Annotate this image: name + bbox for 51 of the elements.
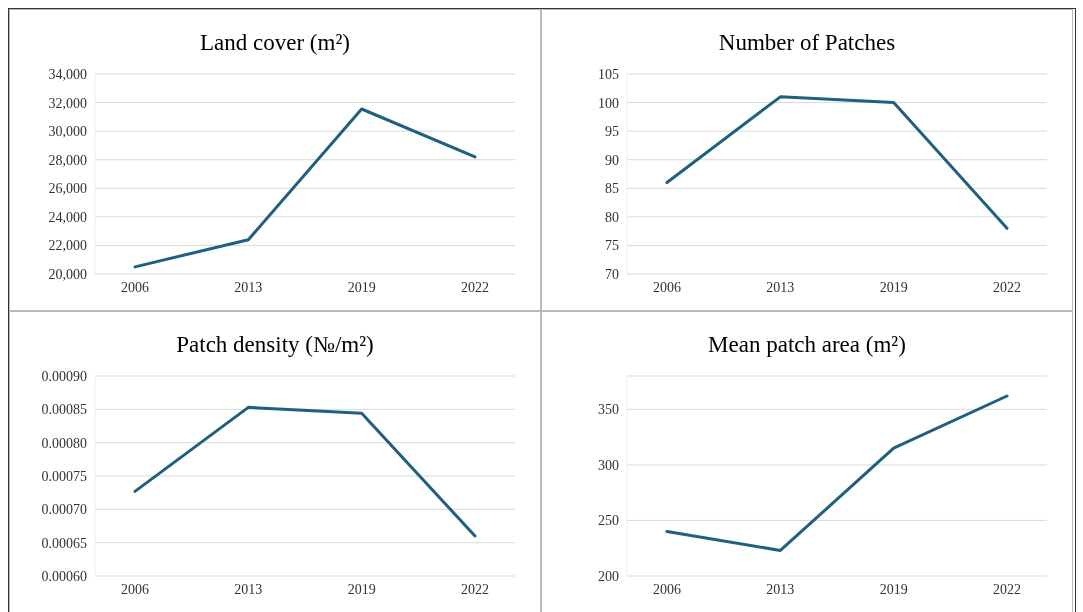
x-tick-label: 2013 bbox=[766, 279, 795, 295]
y-tick-label: 26,000 bbox=[48, 181, 87, 197]
y-tick-label: 200 bbox=[598, 568, 619, 584]
y-tick-label: 80 bbox=[605, 209, 619, 225]
line-series bbox=[665, 394, 1009, 552]
y-tick-label: 32,000 bbox=[48, 95, 87, 111]
y-tick-label: 0.00090 bbox=[41, 368, 87, 384]
x-tick-label: 2006 bbox=[653, 279, 681, 295]
y-tick-label: 85 bbox=[605, 181, 619, 197]
x-tick-label: 2019 bbox=[879, 279, 908, 295]
x-tick-label: 2019 bbox=[347, 279, 376, 295]
y-tick-label: 90 bbox=[605, 152, 619, 168]
y-tick-label: 300 bbox=[598, 457, 619, 473]
y-tick-label: 34,000 bbox=[48, 66, 87, 82]
y-tick-label: 350 bbox=[598, 402, 619, 418]
x-tick-label: 2006 bbox=[653, 581, 681, 597]
y-tick-label: 24,000 bbox=[48, 209, 87, 225]
y-tick-label: 0.00065 bbox=[41, 535, 87, 551]
x-tick-label: 2022 bbox=[461, 581, 489, 597]
y-tick-label: 30,000 bbox=[48, 124, 87, 140]
x-tick-label: 2019 bbox=[879, 581, 908, 597]
chart-title: Number of Patches bbox=[717, 30, 897, 57]
y-tick-label: 0.00080 bbox=[41, 435, 87, 451]
x-tick-label: 2022 bbox=[993, 581, 1021, 597]
chart-title: Land cover (m²) bbox=[199, 30, 351, 57]
line-series bbox=[133, 405, 477, 538]
y-tick-label: 22,000 bbox=[48, 238, 87, 254]
y-tick-label: 28,000 bbox=[48, 152, 87, 168]
x-tick-label: 2019 bbox=[347, 581, 376, 597]
y-tick-label: 0.00060 bbox=[41, 568, 87, 584]
line-series bbox=[133, 107, 477, 269]
y-tick-label: 100 bbox=[598, 95, 619, 111]
y-tick-label: 105 bbox=[598, 66, 619, 82]
line-series bbox=[665, 95, 1009, 230]
x-tick-label: 2013 bbox=[234, 581, 263, 597]
chart-title: Mean patch area (m²) bbox=[707, 332, 907, 359]
y-tick-label: 95 bbox=[605, 124, 619, 140]
x-tick-label: 2022 bbox=[461, 279, 489, 295]
y-tick-label: 250 bbox=[598, 513, 619, 529]
y-tick-label: 0.00070 bbox=[41, 502, 87, 518]
y-tick-label: 0.00075 bbox=[41, 468, 87, 484]
y-tick-label: 75 bbox=[605, 238, 619, 254]
x-tick-label: 2013 bbox=[766, 581, 795, 597]
y-tick-label: 70 bbox=[605, 266, 619, 282]
x-tick-label: 2006 bbox=[121, 279, 149, 295]
x-tick-label: 2022 bbox=[993, 279, 1021, 295]
chart-title: Patch density (№/m²) bbox=[175, 332, 375, 359]
x-tick-label: 2013 bbox=[234, 279, 263, 295]
y-tick-label: 0.00085 bbox=[41, 402, 87, 418]
y-tick-label: 20,000 bbox=[48, 266, 87, 282]
x-tick-label: 2006 bbox=[121, 581, 149, 597]
